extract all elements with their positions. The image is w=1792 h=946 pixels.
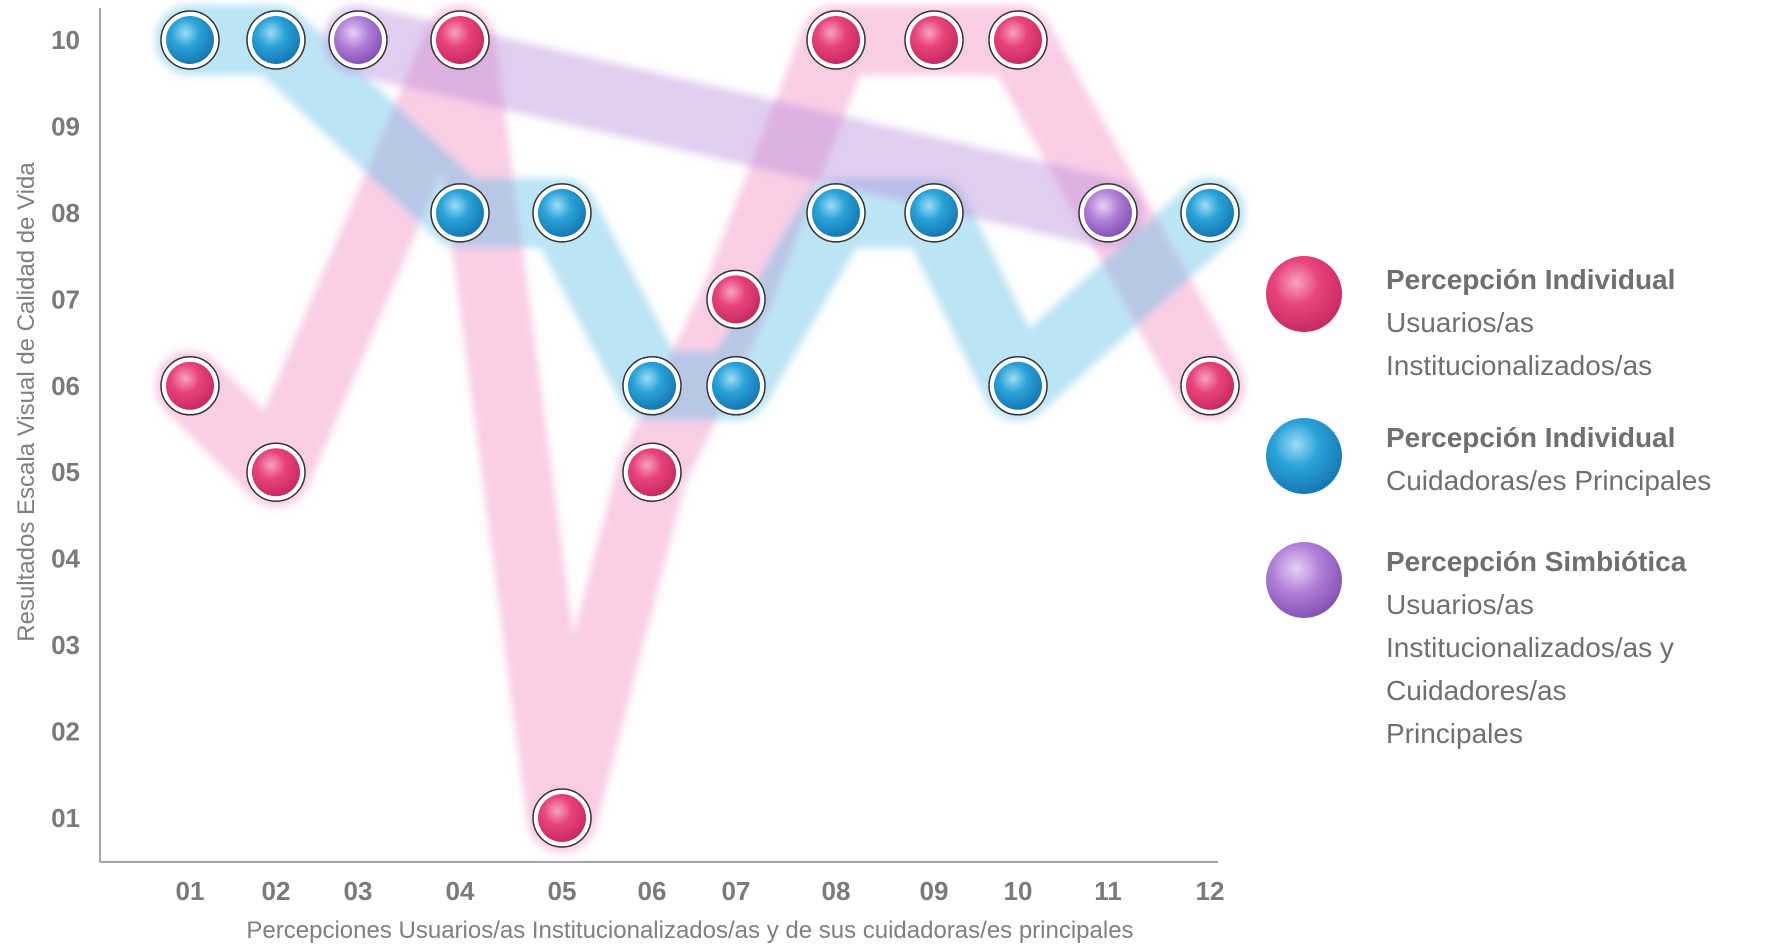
y-tick-label: 07 [51, 284, 80, 314]
blue-point [988, 356, 1048, 416]
pink-point [706, 269, 766, 330]
blue-point [806, 183, 866, 243]
y-tick-labels: 01 02 03 04 05 06 07 08 09 10 [51, 25, 80, 833]
legend-subtitle: Cuidadoras/es Principales [1386, 465, 1712, 496]
y-tick-label: 05 [51, 457, 80, 487]
legend: Percepción Individual Usuarios/as Instit… [1262, 256, 1782, 755]
pink-point [160, 356, 220, 416]
x-tick-label: 06 [638, 876, 667, 906]
y-tick-label: 04 [51, 544, 80, 574]
blue-point [1180, 183, 1240, 243]
legend-title: Percepción Individual [1386, 422, 1676, 453]
x-axis-title: Percepciones Usuarios/as Institucionaliz… [246, 917, 1133, 944]
legend-item-pink: Percepción Individual Usuarios/as Instit… [1262, 256, 1782, 416]
purple-watercolor-dot-icon [1266, 542, 1342, 618]
blue-point [706, 356, 766, 416]
x-tick-label: 05 [548, 876, 577, 906]
pink-point [532, 788, 592, 848]
y-tick-label: 09 [51, 111, 80, 141]
x-tick-labels: 01 02 03 04 05 06 07 08 09 10 11 12 [176, 876, 1225, 906]
blue-point [532, 183, 592, 243]
pink-point [246, 442, 306, 502]
series-band [155, 5, 1245, 853]
blue-watercolor-dot-icon [1266, 418, 1342, 494]
x-tick-label: 12 [1196, 876, 1225, 906]
watercolor-bands [155, 5, 1245, 853]
purple-point [1078, 183, 1138, 243]
y-tick-label: 03 [51, 630, 80, 660]
y-tick-label: 08 [51, 198, 80, 228]
y-tick-label: 02 [51, 717, 80, 747]
x-tick-label: 01 [176, 876, 205, 906]
x-tick-label: 03 [344, 876, 373, 906]
x-tick-label: 09 [920, 876, 949, 906]
series-band [155, 5, 1245, 421]
y-tick-label: 10 [51, 25, 80, 55]
y-axis-title: Resultados Escala Visual de Calidad de V… [13, 162, 40, 642]
purple-point [328, 10, 388, 70]
series-band [323, 5, 1143, 248]
x-tick-label: 10 [1004, 876, 1033, 906]
y-tick-label: 06 [51, 371, 80, 401]
x-tick-label: 02 [262, 876, 291, 906]
blue-point [430, 183, 490, 243]
pink-watercolor-dot-icon [1266, 256, 1342, 332]
x-tick-label: 11 [1094, 876, 1122, 906]
legend-subtitle: Usuarios/as Institucionalizados/as y Cui… [1386, 589, 1674, 749]
x-tick-label: 07 [722, 876, 751, 906]
pink-point [430, 10, 490, 70]
legend-item-purple: Percepción Simbiótica Usuarios/as Instit… [1262, 540, 1782, 755]
blue-point [246, 10, 306, 70]
pink-point [806, 10, 866, 70]
blue-point [622, 356, 682, 416]
x-tick-label: 04 [446, 876, 475, 906]
pink-point [904, 10, 964, 70]
legend-item-blue: Percepción Individual Cuidadoras/es Prin… [1262, 416, 1782, 540]
legend-subtitle: Usuarios/as Institucionalizados/as [1386, 307, 1653, 381]
legend-title: Percepción Individual [1386, 264, 1676, 295]
blue-point [904, 183, 964, 243]
x-tick-label: 08 [822, 876, 851, 906]
pink-point [622, 442, 682, 502]
data-points [160, 10, 1240, 848]
pink-point [1180, 356, 1240, 416]
blue-point [160, 10, 220, 70]
pink-point [988, 10, 1048, 70]
y-tick-label: 01 [51, 803, 80, 833]
legend-title: Percepción Simbiótica [1386, 546, 1687, 577]
